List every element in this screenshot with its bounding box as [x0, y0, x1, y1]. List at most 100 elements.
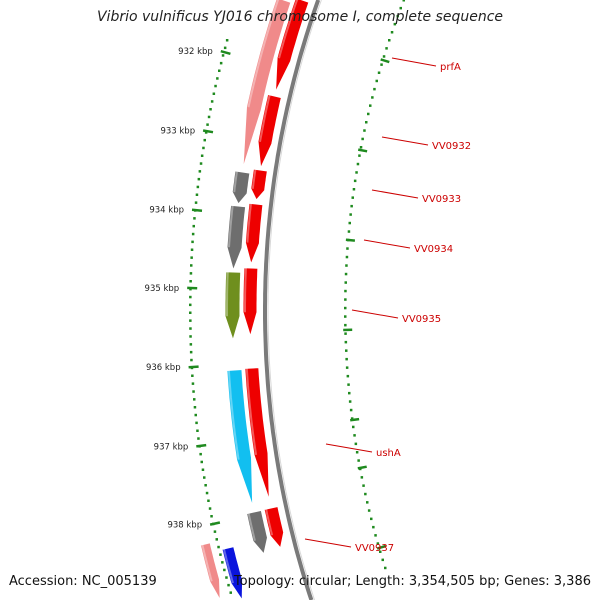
- scale-dot: [207, 500, 210, 503]
- scale-dot: [216, 538, 219, 541]
- scale-dot: [211, 100, 214, 103]
- scale-dot: [376, 80, 379, 83]
- gene-label-vv0934[interactable]: VV0934: [414, 244, 453, 255]
- scale-dot: [385, 47, 388, 50]
- gene-label-vv0937[interactable]: VV0937: [355, 543, 394, 554]
- scale-dot: [222, 54, 225, 57]
- scale-dot: [191, 375, 194, 378]
- gene-label-vv0932[interactable]: VV0932: [432, 141, 471, 152]
- scale-dot: [227, 584, 230, 587]
- scale-dot: [344, 298, 347, 301]
- scale-dot: [193, 398, 196, 401]
- scale-dot: [189, 312, 192, 315]
- scale-tick-label: 935 kbp: [145, 284, 180, 294]
- scale-dot: [347, 383, 350, 386]
- scale-dot: [226, 39, 229, 42]
- gene-label-leader: [326, 444, 372, 452]
- scale-dot: [348, 230, 351, 233]
- scale-dot: [344, 290, 347, 293]
- scale-dot: [193, 217, 196, 220]
- scale-dot: [195, 414, 198, 417]
- scale-dot: [346, 247, 349, 250]
- gene-label-leader: [392, 58, 436, 66]
- scale-dot: [369, 104, 372, 107]
- scale-dot: [230, 591, 233, 594]
- scale-dot: [356, 451, 359, 454]
- scale-tick: [192, 210, 202, 211]
- scale-dot: [199, 170, 202, 173]
- scale-dot: [345, 358, 348, 361]
- scale-dot: [191, 241, 194, 244]
- scale-dot: [350, 205, 353, 208]
- scale-dot: [221, 561, 224, 564]
- scale-tick-label: 938 kbp: [167, 521, 202, 531]
- scale-tick: [381, 59, 390, 62]
- scale-dot: [344, 307, 347, 310]
- scale-dot: [363, 129, 366, 132]
- scale-dot: [219, 553, 222, 556]
- scale-dot: [190, 272, 193, 275]
- scale-dot: [380, 63, 383, 66]
- scale-tick-label: 933 kbp: [160, 127, 195, 137]
- scale-dot: [357, 163, 360, 166]
- gene-label-usha[interactable]: ushA: [376, 448, 401, 459]
- scale-tick: [346, 240, 355, 241]
- scale-dot: [189, 319, 192, 322]
- scale-dot: [367, 113, 370, 116]
- gene-feature-shine: [227, 272, 228, 316]
- scale-tick: [358, 467, 367, 469]
- scale-dot: [194, 406, 197, 409]
- scale-dot: [189, 304, 192, 307]
- gene-label-prfa[interactable]: prfA: [440, 62, 461, 73]
- scale-dot: [218, 70, 221, 73]
- scale-dot: [345, 264, 348, 267]
- scale-dot: [349, 213, 352, 216]
- scale-dot: [192, 390, 195, 393]
- scale-tick: [203, 131, 213, 133]
- scale-tick-label: 932 kbp: [178, 47, 213, 57]
- scale-dot: [206, 123, 209, 126]
- gene-label-vv0935[interactable]: VV0935: [402, 314, 441, 325]
- scale-dot: [373, 88, 376, 91]
- scale-dot: [204, 484, 207, 487]
- scale-dot: [214, 530, 217, 533]
- scale-dot: [355, 171, 358, 174]
- scale-dot: [366, 501, 369, 504]
- scale-dot: [190, 264, 193, 267]
- scale-dot: [361, 138, 364, 141]
- scale-dot: [225, 576, 228, 579]
- scale-dot: [217, 546, 220, 549]
- gene-label-vv0933[interactable]: VV0933: [422, 194, 461, 205]
- scale-dot: [346, 366, 349, 369]
- scale-dot: [214, 85, 217, 88]
- scale-dot: [382, 559, 385, 562]
- scale-tick: [221, 51, 231, 54]
- scale-dot: [371, 96, 374, 99]
- scale-dot: [197, 437, 200, 440]
- summary-text: Topology: circular; Length: 3,354,505 bp…: [234, 574, 591, 589]
- scale-dot: [199, 453, 202, 456]
- scale-dot: [203, 476, 206, 479]
- scale-dot: [345, 281, 348, 284]
- scale-dot: [344, 332, 347, 335]
- scale-dot: [189, 280, 192, 283]
- scale-dot: [193, 225, 196, 228]
- scale-dot: [195, 201, 198, 204]
- scale-dot: [189, 327, 192, 330]
- gene-label-leader: [352, 310, 398, 318]
- scale-dot: [209, 507, 212, 510]
- scale-dot: [210, 515, 213, 518]
- scale-dot: [361, 476, 364, 479]
- gene-label-leader: [305, 539, 351, 547]
- scale-dot: [197, 186, 200, 189]
- scale-dot: [353, 434, 356, 437]
- scale-dot: [344, 315, 347, 318]
- scale-dot: [344, 324, 347, 327]
- scale-dot: [383, 55, 386, 58]
- scale-dot: [403, 0, 406, 2]
- scale-dot: [204, 139, 207, 142]
- scale-dot: [357, 459, 360, 462]
- scale-dot: [345, 341, 348, 344]
